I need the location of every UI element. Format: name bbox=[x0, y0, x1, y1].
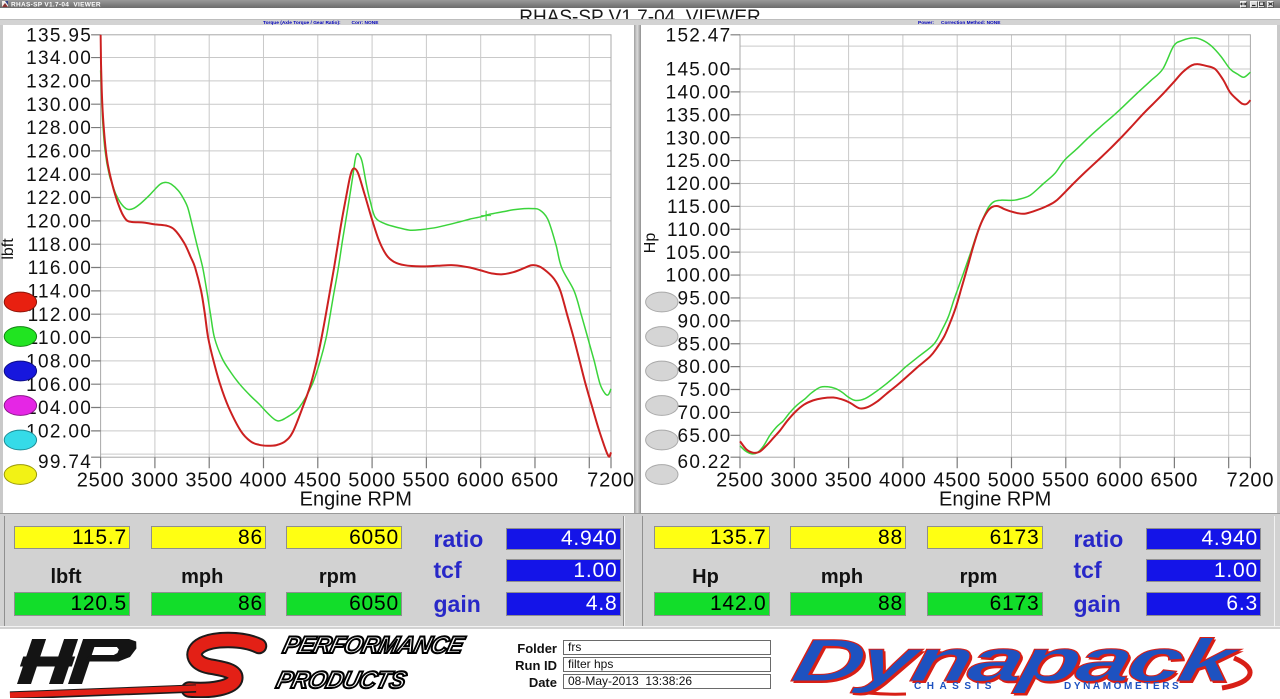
svg-text:Torque (Axle Torque / Gear Rat: Torque (Axle Torque / Gear Ratio): bbox=[263, 20, 341, 26]
svg-text:70.00: 70.00 bbox=[677, 403, 731, 424]
svg-text:3500: 3500 bbox=[825, 470, 873, 492]
svg-text:130.00: 130.00 bbox=[26, 95, 92, 116]
svg-text:105.00: 105.00 bbox=[666, 243, 732, 264]
svg-text:140.00: 140.00 bbox=[666, 83, 732, 104]
svg-text:4000: 4000 bbox=[879, 470, 927, 492]
svg-text:115.00: 115.00 bbox=[667, 197, 732, 218]
svg-text:116.00: 116.00 bbox=[28, 258, 93, 279]
svg-text:4500: 4500 bbox=[294, 470, 342, 492]
svg-text:Hp: Hp bbox=[642, 233, 659, 254]
svg-text:112.00: 112.00 bbox=[28, 305, 93, 326]
svg-text:3500: 3500 bbox=[185, 470, 233, 492]
svg-text:132.00: 132.00 bbox=[26, 71, 92, 92]
svg-text:3000: 3000 bbox=[131, 470, 179, 492]
svg-text:110.00: 110.00 bbox=[28, 328, 93, 349]
svg-text:4000: 4000 bbox=[240, 470, 288, 492]
svg-text:152.47: 152.47 bbox=[666, 25, 732, 46]
svg-text:RHAS-SP V1.7-04 VIEWER: RHAS-SP V1.7-04 VIEWER bbox=[11, 2, 101, 9]
svg-text:6000: 6000 bbox=[1096, 470, 1144, 492]
svg-text:90.00: 90.00 bbox=[677, 311, 731, 332]
svg-text:65.00: 65.00 bbox=[677, 426, 731, 447]
svg-text:2500: 2500 bbox=[77, 470, 125, 492]
svg-text:80.00: 80.00 bbox=[677, 357, 731, 378]
svg-text:4500: 4500 bbox=[933, 470, 981, 492]
svg-text:7200: 7200 bbox=[587, 470, 635, 492]
svg-text:Engine RPM: Engine RPM bbox=[939, 489, 1051, 511]
svg-text:6500: 6500 bbox=[1151, 470, 1199, 492]
svg-text:95.00: 95.00 bbox=[677, 289, 731, 310]
svg-text:104.00: 104.00 bbox=[26, 398, 92, 419]
svg-text:5000: 5000 bbox=[348, 470, 396, 492]
svg-text:128.00: 128.00 bbox=[26, 118, 92, 139]
svg-text:3000: 3000 bbox=[770, 470, 818, 492]
svg-text:85.00: 85.00 bbox=[677, 334, 731, 355]
svg-text:Corr: NONE: Corr: NONE bbox=[352, 20, 380, 26]
svg-text:120.00: 120.00 bbox=[26, 211, 92, 232]
svg-text:102.00: 102.00 bbox=[26, 421, 92, 442]
svg-text:135.00: 135.00 bbox=[666, 105, 732, 126]
svg-text:5500: 5500 bbox=[1042, 470, 1090, 492]
svg-text:5000: 5000 bbox=[988, 470, 1036, 492]
svg-text:145.00: 145.00 bbox=[666, 60, 732, 81]
svg-text:lbft: lbft bbox=[0, 238, 17, 260]
svg-text:6500: 6500 bbox=[511, 470, 559, 492]
svg-text:122.00: 122.00 bbox=[26, 188, 92, 209]
svg-text:60.22: 60.22 bbox=[677, 452, 731, 473]
svg-text:110.00: 110.00 bbox=[667, 220, 732, 241]
svg-text:99.74: 99.74 bbox=[38, 452, 92, 473]
svg-text:7200: 7200 bbox=[1227, 470, 1275, 492]
svg-text:108.00: 108.00 bbox=[26, 351, 92, 372]
svg-text:118.00: 118.00 bbox=[28, 235, 93, 256]
svg-text:120.00: 120.00 bbox=[666, 174, 732, 195]
svg-text:125.00: 125.00 bbox=[666, 151, 732, 172]
svg-text:114.00: 114.00 bbox=[28, 281, 93, 302]
svg-text:Correction Method: NONE: Correction Method: NONE bbox=[941, 20, 1001, 26]
svg-text:75.00: 75.00 bbox=[677, 380, 731, 401]
svg-text:6000: 6000 bbox=[457, 470, 505, 492]
svg-text:5500: 5500 bbox=[403, 470, 451, 492]
svg-text:135.95: 135.95 bbox=[26, 25, 92, 46]
svg-text:Power:: Power: bbox=[918, 20, 934, 26]
svg-text:100.00: 100.00 bbox=[666, 266, 732, 287]
svg-text:134.00: 134.00 bbox=[26, 48, 92, 69]
svg-text:Engine RPM: Engine RPM bbox=[300, 489, 412, 511]
svg-text:106.00: 106.00 bbox=[26, 375, 92, 396]
svg-text:2500: 2500 bbox=[716, 470, 764, 492]
svg-text:124.00: 124.00 bbox=[26, 165, 92, 186]
svg-text:130.00: 130.00 bbox=[666, 128, 732, 149]
svg-text:126.00: 126.00 bbox=[26, 141, 92, 162]
